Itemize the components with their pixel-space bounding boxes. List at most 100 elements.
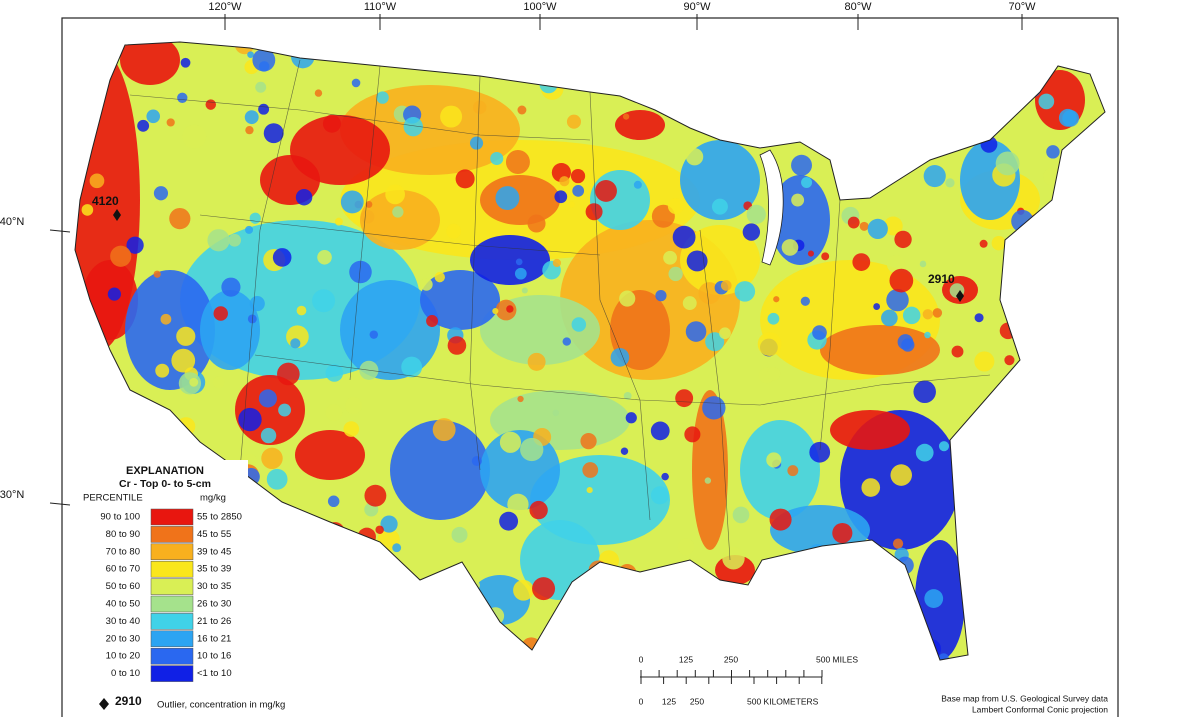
contour-spot	[938, 441, 950, 452]
contour-spot	[719, 327, 731, 340]
contour-spot	[189, 377, 199, 387]
legend-swatch	[150, 665, 194, 682]
contour-spot	[258, 103, 270, 115]
scale-label-km: 500 KILOMETERS	[747, 696, 819, 706]
contour-spot	[471, 455, 482, 467]
contour-spot	[766, 452, 782, 468]
contour-spot	[376, 91, 389, 104]
contour-spot	[249, 212, 261, 224]
contour-spot	[552, 258, 562, 268]
contour-blob	[740, 420, 820, 520]
contour-spot	[137, 119, 150, 132]
contour-spot	[881, 309, 898, 327]
legend-range: 35 to 39	[197, 564, 231, 575]
contour-spot	[807, 250, 814, 257]
contour-blob	[590, 170, 650, 230]
contour-spot	[351, 78, 361, 88]
contour-spot	[343, 421, 360, 437]
contour-spot	[791, 193, 805, 207]
contour-blob	[470, 235, 550, 285]
legend-swatch	[150, 560, 194, 578]
contour-spot	[620, 447, 629, 455]
contour-spot	[685, 321, 707, 342]
contour-spot	[1004, 355, 1015, 366]
contour-blob	[615, 110, 665, 140]
state-lines	[129, 59, 991, 561]
longitude-label: 110°W	[364, 1, 397, 13]
contour-spot	[650, 486, 670, 505]
outlier-symbol	[956, 290, 964, 302]
contour-spot	[619, 290, 636, 307]
credit: Lambert Conformal Conic projection	[972, 704, 1108, 714]
contour-spot	[177, 92, 188, 103]
longitude-label: 100°W	[523, 1, 557, 13]
contour-spot	[517, 105, 527, 115]
contour-spot	[472, 100, 487, 115]
legend-range: 45 to 55	[197, 529, 231, 540]
contour-spot	[515, 258, 523, 266]
contour-spot	[902, 306, 921, 325]
contour-spot	[650, 421, 670, 441]
longitude-label: 90°W	[683, 1, 711, 13]
outlier-label: 2910	[928, 272, 955, 286]
contour-spot	[570, 168, 586, 184]
outlier-label: 4120	[92, 194, 119, 208]
contour-blob	[420, 270, 500, 330]
contour-spot	[451, 526, 468, 543]
contour-spot	[711, 198, 728, 215]
contour-spot	[812, 325, 827, 340]
contour-spot	[205, 99, 217, 110]
contour-spot	[861, 478, 881, 497]
contour-spot	[809, 441, 831, 463]
contour-spot	[110, 245, 132, 267]
contour-spot	[490, 151, 504, 166]
contour-spot	[455, 169, 475, 189]
contour-spot	[432, 418, 456, 442]
contour-blob	[830, 410, 910, 450]
contour-spot	[426, 315, 439, 327]
contour-spot	[244, 110, 259, 125]
outliers: 4120 2910	[92, 194, 964, 302]
contour-spot	[221, 277, 241, 297]
legend-swatch	[150, 630, 194, 648]
contour-spot	[447, 336, 467, 355]
contour-spot	[686, 250, 708, 272]
legend-header: PERCENTILE	[83, 493, 143, 504]
contour-spot	[704, 477, 712, 484]
outlier-symbol	[113, 209, 121, 221]
contour-spot	[932, 308, 943, 318]
contour-spot	[572, 184, 585, 197]
contour-spot	[552, 409, 560, 417]
contour-spot	[527, 352, 546, 371]
contour-spot	[655, 290, 667, 302]
contour-spot	[513, 579, 534, 601]
legend-swatch	[150, 508, 194, 526]
contour-spot	[734, 281, 756, 302]
contour-spot	[867, 218, 888, 240]
legend-range: 21 to 26	[197, 616, 231, 627]
contour-spot	[312, 289, 336, 313]
scale-bar: 0 125 250 500 MILES 0 125 250 500 KILOMETERS	[639, 654, 859, 706]
contour-spot	[314, 89, 323, 97]
legend-range: 55 to 2850	[197, 512, 242, 523]
graticule-tick	[49, 229, 71, 233]
contour-spot	[369, 330, 379, 339]
legend-range: 10 to 16	[197, 651, 231, 662]
contour-spot	[392, 206, 404, 218]
contour-spot	[245, 225, 254, 234]
contour-spot	[277, 362, 300, 386]
contour-spot	[901, 338, 915, 352]
contour-spot	[360, 210, 375, 224]
contour-spot	[684, 426, 701, 443]
contour-spot	[126, 236, 144, 254]
contour-spot	[720, 280, 732, 291]
contour-spot	[171, 348, 196, 373]
contour-spot	[180, 57, 191, 68]
contour-spot	[420, 278, 433, 291]
legend-percentile: 80 to 90	[106, 529, 140, 540]
contour-spot	[766, 367, 781, 381]
legend-percentile: 20 to 30	[106, 633, 140, 644]
contour-spot	[296, 305, 307, 316]
contour-spot	[166, 118, 175, 127]
contour-spot	[89, 173, 105, 189]
